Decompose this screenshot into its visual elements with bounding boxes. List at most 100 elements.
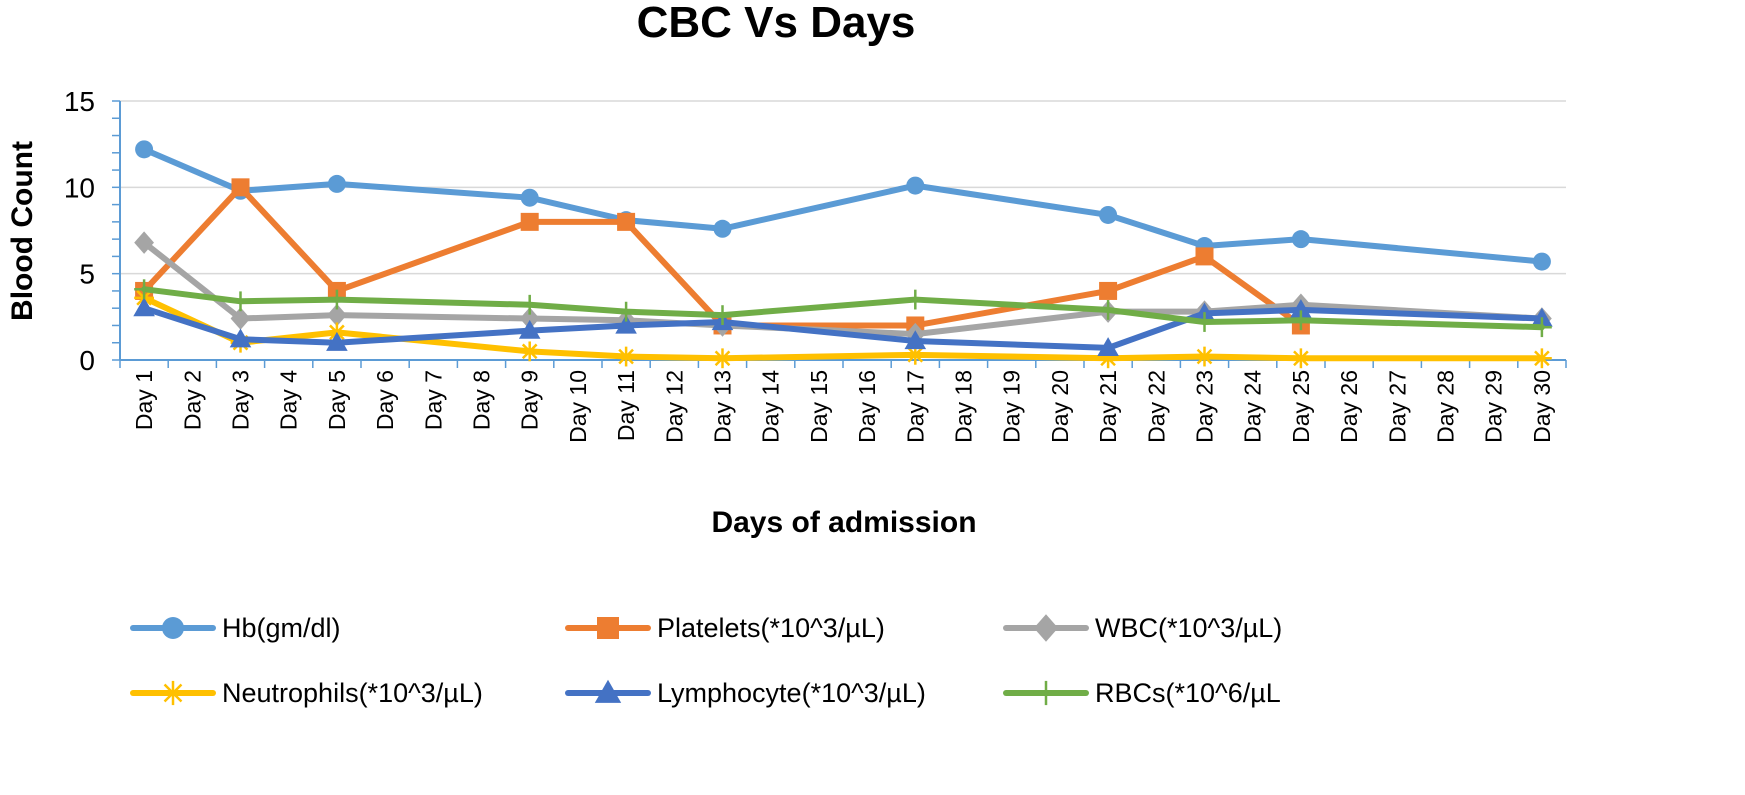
legend-label: Hb(gm/dl) bbox=[222, 613, 341, 643]
x-tick-label: Day 21 bbox=[1095, 370, 1121, 443]
x-tick-label: Day 30 bbox=[1529, 370, 1555, 443]
data-point-triangle bbox=[1531, 307, 1553, 327]
data-point-triangle bbox=[904, 330, 927, 350]
data-point-circle bbox=[135, 140, 154, 159]
legend-label: Lymphocyte(*10^3/µL) bbox=[657, 678, 926, 708]
data-point-square bbox=[617, 212, 636, 231]
x-tick-label: Day 22 bbox=[1143, 370, 1169, 443]
data-point-diamond bbox=[134, 231, 154, 254]
x-tick-label: Day 28 bbox=[1433, 370, 1459, 443]
x-tick-label: Day 4 bbox=[276, 370, 302, 430]
star-stroke bbox=[1196, 348, 1213, 365]
data-point-diamond bbox=[327, 303, 347, 327]
x-tick-label: Day 1 bbox=[131, 370, 157, 430]
axes: 0 5 10 15 Day 1 Day 2 Day 3 Day 4 Day 5 Day 6 Day … bbox=[64, 86, 1567, 443]
data-point-triangle bbox=[615, 314, 637, 334]
x-tick-label: Day 9 bbox=[517, 370, 543, 430]
data-point-star bbox=[1532, 348, 1552, 369]
star-stroke bbox=[163, 683, 183, 703]
data-point-star bbox=[1194, 346, 1215, 367]
data-point-plus bbox=[1098, 300, 1118, 320]
data-point-square bbox=[1195, 247, 1214, 266]
star-stroke bbox=[714, 350, 731, 367]
data-point-circle bbox=[1099, 205, 1118, 224]
star-stroke bbox=[1293, 350, 1309, 367]
legend-item-0[interactable]: Hb(gm/dl) bbox=[130, 613, 341, 643]
series-line bbox=[141, 184, 1304, 329]
x-tick-label: Day 8 bbox=[469, 370, 495, 430]
x-tick-label: Day 24 bbox=[1240, 370, 1266, 443]
x-tick-label: Day 3 bbox=[228, 370, 254, 430]
data-point-plus bbox=[712, 305, 733, 326]
x-tick-label: Day 2 bbox=[179, 370, 205, 430]
data-point-triangle bbox=[133, 297, 155, 317]
data-point-plus bbox=[327, 289, 347, 310]
data-point-plus bbox=[1532, 317, 1552, 338]
legend-label: Platelets(*10^3/µL) bbox=[657, 613, 885, 643]
y-tick-label: 15 bbox=[64, 86, 95, 117]
data-point-circle bbox=[713, 219, 732, 238]
star-stroke bbox=[521, 343, 538, 360]
data-point-triangle bbox=[1193, 302, 1216, 322]
x-tick-label: Day 5 bbox=[324, 370, 350, 430]
data-point-star bbox=[712, 348, 733, 369]
y-tick-label: 10 bbox=[64, 172, 95, 203]
data-point-star bbox=[1291, 348, 1311, 369]
data-point-triangle bbox=[1097, 337, 1119, 357]
x-tick-label: Day 25 bbox=[1288, 370, 1314, 443]
star-stroke bbox=[907, 347, 924, 363]
data-point-plus bbox=[134, 279, 154, 300]
data-point-square bbox=[597, 617, 619, 639]
x-tick-label: Day 10 bbox=[565, 370, 591, 443]
data-point-triangle bbox=[518, 319, 541, 339]
x-tick-label: Day 27 bbox=[1384, 370, 1410, 443]
data-point-plus bbox=[905, 289, 926, 310]
data-point-star bbox=[616, 346, 636, 367]
data-point-diamond bbox=[1033, 614, 1059, 642]
data-point-plus bbox=[1291, 310, 1311, 331]
data-point-diamond bbox=[519, 307, 540, 330]
series-5 bbox=[134, 279, 1552, 338]
x-tick-label: Day 23 bbox=[1192, 370, 1218, 443]
data-point-plus bbox=[519, 294, 540, 315]
x-tick-label: Day 14 bbox=[758, 370, 784, 443]
chart-title: CBC Vs Days bbox=[637, 0, 916, 47]
y-tick-label: 5 bbox=[79, 259, 95, 290]
legend-item-4[interactable]: Lymphocyte(*10^3/µL) bbox=[565, 678, 926, 708]
data-point-circle bbox=[327, 174, 346, 193]
x-tick-label: Day 26 bbox=[1336, 370, 1362, 443]
legend-label: WBC(*10^3/µL) bbox=[1095, 613, 1282, 643]
data-point-triangle bbox=[326, 331, 348, 351]
data-point-plus bbox=[616, 301, 636, 322]
data-point-star bbox=[519, 341, 540, 362]
data-point-triangle bbox=[594, 679, 622, 703]
x-tick-label: Day 6 bbox=[372, 370, 398, 430]
x-tick-label: Day 15 bbox=[806, 370, 832, 443]
y-axis-title: Blood Count bbox=[6, 141, 39, 321]
series-group bbox=[133, 140, 1553, 369]
x-tick-label: Day 18 bbox=[951, 370, 977, 443]
data-point-circle bbox=[520, 188, 539, 207]
legend-item-3[interactable]: Neutrophils(*10^3/µL) bbox=[130, 678, 483, 708]
data-point-circle bbox=[162, 617, 184, 639]
star-stroke bbox=[618, 348, 634, 365]
x-tick-label: Day 13 bbox=[710, 370, 736, 443]
legend-label: RBCs(*10^6/µL bbox=[1095, 678, 1281, 708]
legend-item-2[interactable]: WBC(*10^3/µL) bbox=[1003, 613, 1282, 643]
data-point-plus bbox=[1033, 680, 1059, 706]
data-point-plus bbox=[230, 291, 251, 312]
x-tick-label: Day 7 bbox=[420, 370, 446, 430]
data-point-diamond bbox=[230, 307, 251, 330]
legend-item-5[interactable]: RBCs(*10^6/µL bbox=[1003, 678, 1281, 708]
star-stroke bbox=[1534, 350, 1550, 367]
data-point-square bbox=[520, 212, 539, 231]
x-axis-title: Days of admission bbox=[711, 506, 976, 539]
data-point-circle bbox=[1291, 230, 1310, 249]
data-point-star bbox=[160, 680, 186, 706]
legend-item-1[interactable]: Platelets(*10^3/µL) bbox=[565, 613, 885, 643]
x-tick-label: Day 17 bbox=[902, 370, 928, 443]
legend: Hb(gm/dl) Platelets(*10^3/µL) WBC(*10^3/µL… bbox=[130, 613, 1282, 708]
legend-label: Neutrophils(*10^3/µL) bbox=[222, 678, 483, 708]
